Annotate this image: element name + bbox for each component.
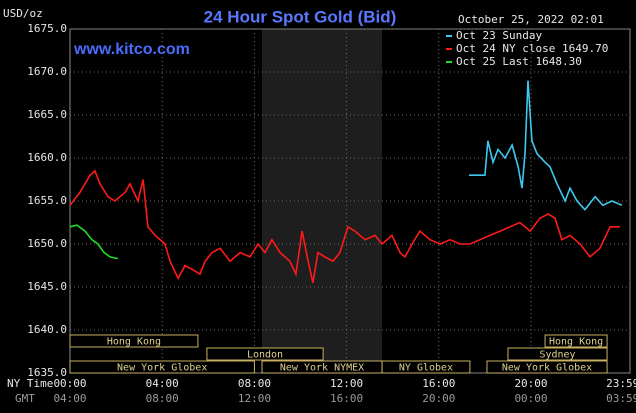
y-tick-label: 1650.0 xyxy=(27,237,67,250)
y-tick-label: 1670.0 xyxy=(27,65,67,78)
session-label: Sydney xyxy=(539,350,575,361)
session-bar xyxy=(69,360,255,374)
session-label: Hong Kong xyxy=(107,337,161,348)
x2-tick-label: 04:00 xyxy=(53,392,86,405)
chart-title: 24 Hour Spot Gold (Bid) xyxy=(204,7,397,26)
y-tick-label: 1635.0 xyxy=(27,366,67,379)
session-bar xyxy=(381,360,471,374)
y-tick-label: 1665.0 xyxy=(27,108,67,121)
session-label: NY Globex xyxy=(399,363,453,374)
series-line xyxy=(69,169,620,283)
y-tick-label: 1655.0 xyxy=(27,194,67,207)
legend-label: Oct 23 Sunday xyxy=(456,29,542,42)
x2-tick-label: 00:00 xyxy=(514,392,547,405)
session-bar xyxy=(206,347,324,361)
watermark: www.kitco.com xyxy=(73,41,190,58)
session-label: New York Globex xyxy=(502,363,592,374)
x-tick-label: 12:00 xyxy=(330,377,363,390)
x-tick-label: 04:00 xyxy=(146,377,179,390)
x2-tick-label: 03:59 xyxy=(606,392,636,405)
session-label: New York Globex xyxy=(117,363,207,374)
x2-tick-label: 12:00 xyxy=(238,392,271,405)
session-bar xyxy=(507,347,608,361)
legend-label: Oct 25 Last 1648.30 xyxy=(456,55,582,68)
session-bar xyxy=(486,360,608,374)
y-tick-label: 1640.0 xyxy=(27,323,67,336)
y-axis-label: USD/oz xyxy=(3,7,43,20)
x-tick-label: 23:59 xyxy=(606,377,636,390)
x-axis-label: NY Time xyxy=(7,377,53,390)
x-tick-label: 20:00 xyxy=(514,377,547,390)
legend-label: Oct 24 NY close 1649.70 xyxy=(456,42,608,55)
timestamp: October 25, 2022 02:01 xyxy=(458,13,604,26)
session-label: Hong Kong xyxy=(549,337,603,348)
session-label: New York NYMEX xyxy=(280,363,364,374)
y-tick-label: 1645.0 xyxy=(27,280,67,293)
y-tick-label: 1675.0 xyxy=(27,22,67,35)
x-tick-label: 16:00 xyxy=(422,377,455,390)
session-bar xyxy=(69,334,199,348)
series-line xyxy=(469,80,623,211)
y-tick-label: 1660.0 xyxy=(27,151,67,164)
x2-tick-label: 08:00 xyxy=(146,392,179,405)
x2-axis-label: GMT xyxy=(15,392,35,405)
x-tick-label: 00:00 xyxy=(53,377,86,390)
series-line xyxy=(69,224,119,260)
x2-tick-label: 16:00 xyxy=(330,392,363,405)
x2-tick-label: 20:00 xyxy=(422,392,455,405)
session-bar xyxy=(544,334,608,348)
x-tick-label: 08:00 xyxy=(238,377,271,390)
session-label: London xyxy=(247,350,283,361)
